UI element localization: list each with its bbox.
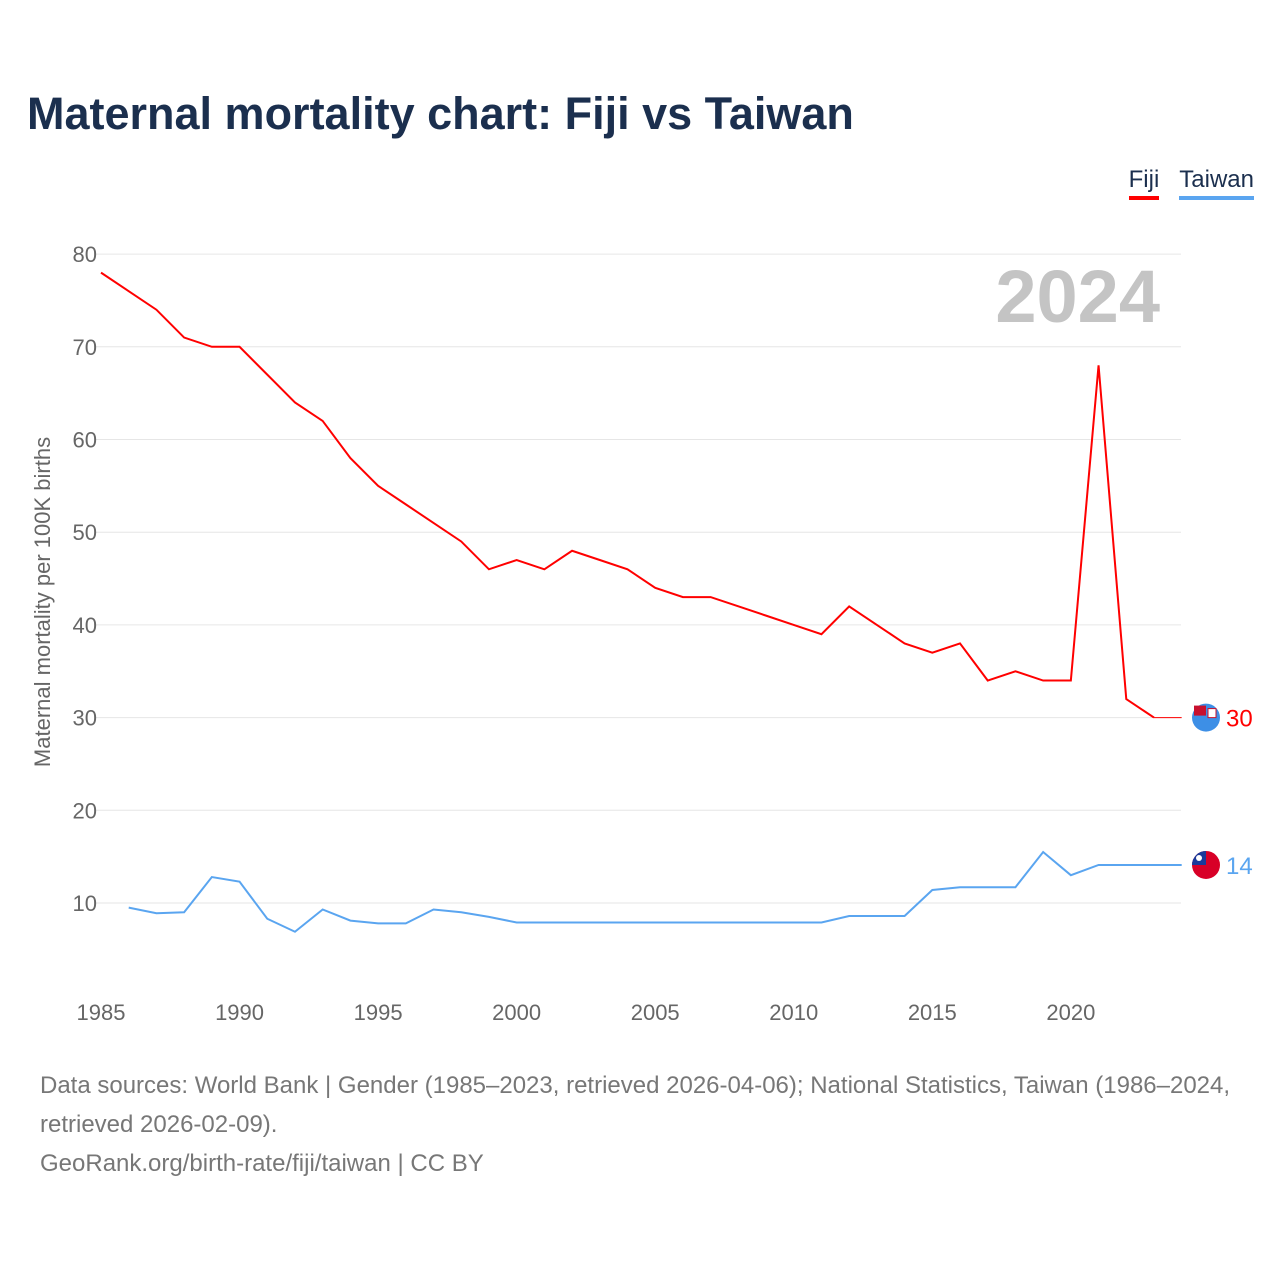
y-tick-label: 70 <box>73 335 97 360</box>
y-axis-label: Maternal mortality per 100K births <box>30 437 55 767</box>
y-tick-label: 50 <box>73 520 97 545</box>
x-tick-label: 2020 <box>1046 1000 1095 1025</box>
year-label: 2024 <box>995 255 1160 338</box>
footer: Data sources: World Bank | Gender (1985–… <box>40 1066 1240 1183</box>
y-tick-label: 20 <box>73 798 97 823</box>
fiji-flag-union-jack <box>1194 705 1206 716</box>
chart-title: Maternal mortality chart: Fiji vs Taiwan <box>27 88 854 139</box>
series-line-taiwan <box>128 850 1182 933</box>
y-tick-label: 10 <box>73 891 97 916</box>
x-tick-label: 1990 <box>215 1000 264 1025</box>
legend-item-fiji[interactable]: Fiji <box>1128 166 1160 200</box>
fiji-flag-shield <box>1207 708 1217 719</box>
data-sources: Data sources: World Bank | Gender (1985–… <box>40 1072 1231 1138</box>
y-tick-label: 30 <box>73 706 97 731</box>
end-value-label-fiji: 30 <box>1226 706 1253 733</box>
end-value-label-taiwan: 14 <box>1226 853 1253 880</box>
x-tick-label: 2010 <box>769 1000 818 1025</box>
x-tick-label: 2015 <box>908 1000 957 1025</box>
taiwan-flag-sun <box>1196 854 1202 861</box>
x-tick-label: 1995 <box>354 1000 403 1025</box>
y-tick-label: 60 <box>73 428 97 453</box>
legend-item-taiwan[interactable]: Taiwan <box>1179 166 1254 200</box>
x-tick-label: 2000 <box>492 1000 541 1025</box>
legend: Fiji Taiwan <box>1128 166 1254 200</box>
x-tick-label: 2005 <box>631 1000 680 1025</box>
series-line-fiji <box>100 271 1155 719</box>
y-tick-label: 80 <box>73 242 97 267</box>
x-tick-label: 1985 <box>77 1000 126 1025</box>
credit-link[interactable]: GeoRank.org/birth-rate/fiji/taiwan | CC … <box>40 1150 484 1177</box>
y-tick-label: 40 <box>73 613 97 638</box>
